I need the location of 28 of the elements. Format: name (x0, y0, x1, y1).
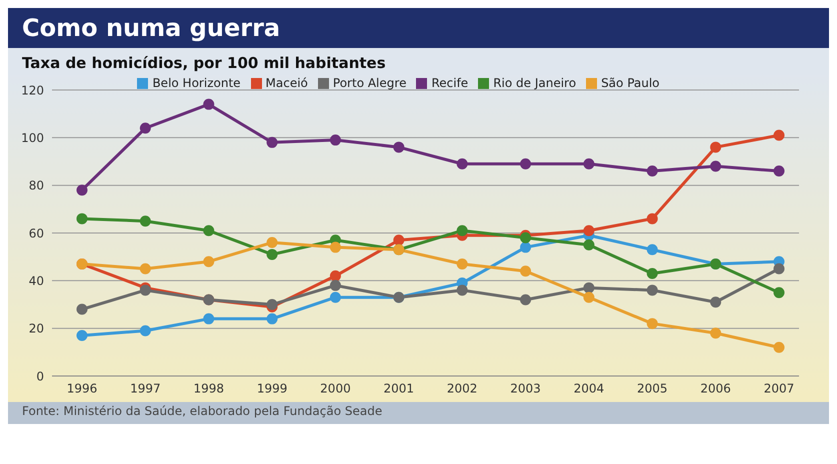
x-tick-label: 1998 (193, 382, 224, 396)
x-tick-label: 2001 (384, 382, 414, 396)
y-tick-label: 40 (28, 274, 44, 288)
source-note: Fonte: Ministério da Saúde, elaborado pela Fundação Seade (8, 402, 829, 424)
x-tick-label: 2006 (700, 382, 731, 396)
chart-title: Como numa guerra (8, 8, 829, 48)
y-tick-label: 100 (21, 130, 44, 145)
y-tick-label: 120 (21, 83, 44, 98)
legend-label: Maceió (266, 76, 308, 90)
y-tick-label: 0 (36, 369, 44, 384)
legend-label: Belo Horizonte (152, 76, 241, 90)
x-tick-label: 2003 (510, 382, 541, 396)
x-tick-label: 2005 (637, 382, 668, 396)
x-tick-label: 2000 (320, 382, 351, 396)
y-tick-label: 80 (28, 178, 44, 193)
legend-label: São Paulo (601, 76, 660, 90)
x-tick-label: 1999 (256, 382, 288, 396)
x-tick-label: 1996 (66, 382, 98, 396)
legend-label: Recife (431, 76, 468, 90)
x-tick-label: 2002 (446, 382, 478, 396)
y-tick-label: 20 (28, 322, 44, 336)
y-tick-label: 60 (28, 226, 44, 240)
x-tick-label: 2007 (764, 382, 794, 396)
chart-subtitle: Taxa de homicídios, por 100 mil habitantes (21, 53, 387, 72)
x-tick-label: 1997 (130, 382, 161, 396)
x-tick-label: 2004 (574, 382, 604, 396)
legend-label: Rio de Janeiro (493, 76, 576, 90)
legend-label: Porto Alegre (332, 76, 406, 90)
